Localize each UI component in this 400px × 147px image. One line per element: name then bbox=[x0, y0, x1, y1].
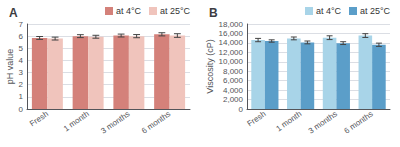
svg-text:8,000: 8,000 bbox=[223, 67, 244, 76]
svg-text:Viscosity (cP): Viscosity (cP) bbox=[205, 39, 215, 93]
svg-text:10,000: 10,000 bbox=[219, 57, 244, 66]
svg-text:4: 4 bbox=[19, 56, 24, 65]
svg-text:at 25°C: at 25°C bbox=[360, 6, 391, 16]
svg-text:18,000: 18,000 bbox=[219, 20, 244, 29]
svg-text:14,000: 14,000 bbox=[219, 38, 244, 47]
svg-text:3: 3 bbox=[19, 68, 24, 77]
svg-text:1 month: 1 month bbox=[62, 109, 91, 133]
svg-text:6 months: 6 months bbox=[140, 109, 172, 135]
svg-text:at 4°C: at 4°C bbox=[316, 6, 342, 16]
svg-text:0: 0 bbox=[19, 105, 24, 114]
svg-text:A: A bbox=[9, 6, 18, 20]
svg-text:4,000: 4,000 bbox=[223, 86, 244, 95]
svg-text:B: B bbox=[209, 6, 218, 20]
svg-text:pH value: pH value bbox=[5, 49, 15, 85]
svg-text:Fresh: Fresh bbox=[246, 109, 268, 128]
svg-text:at 25°C: at 25°C bbox=[160, 6, 191, 16]
svg-text:5: 5 bbox=[19, 44, 24, 53]
svg-text:2: 2 bbox=[19, 80, 24, 89]
svg-text:16,000: 16,000 bbox=[219, 29, 244, 38]
svg-text:1: 1 bbox=[19, 92, 24, 101]
svg-text:3 months: 3 months bbox=[99, 109, 131, 135]
svg-text:6: 6 bbox=[19, 32, 24, 41]
svg-text:6 months: 6 months bbox=[343, 109, 375, 135]
svg-text:3 months: 3 months bbox=[307, 109, 339, 135]
svg-text:7: 7 bbox=[19, 20, 24, 29]
svg-text:1 month: 1 month bbox=[274, 109, 303, 133]
svg-text:0: 0 bbox=[239, 105, 244, 114]
svg-text:2,000: 2,000 bbox=[223, 95, 244, 104]
svg-text:12,000: 12,000 bbox=[219, 48, 244, 57]
svg-text:6,000: 6,000 bbox=[223, 76, 244, 85]
svg-text:at 4°C: at 4°C bbox=[116, 6, 142, 16]
svg-text:Fresh: Fresh bbox=[28, 109, 50, 128]
